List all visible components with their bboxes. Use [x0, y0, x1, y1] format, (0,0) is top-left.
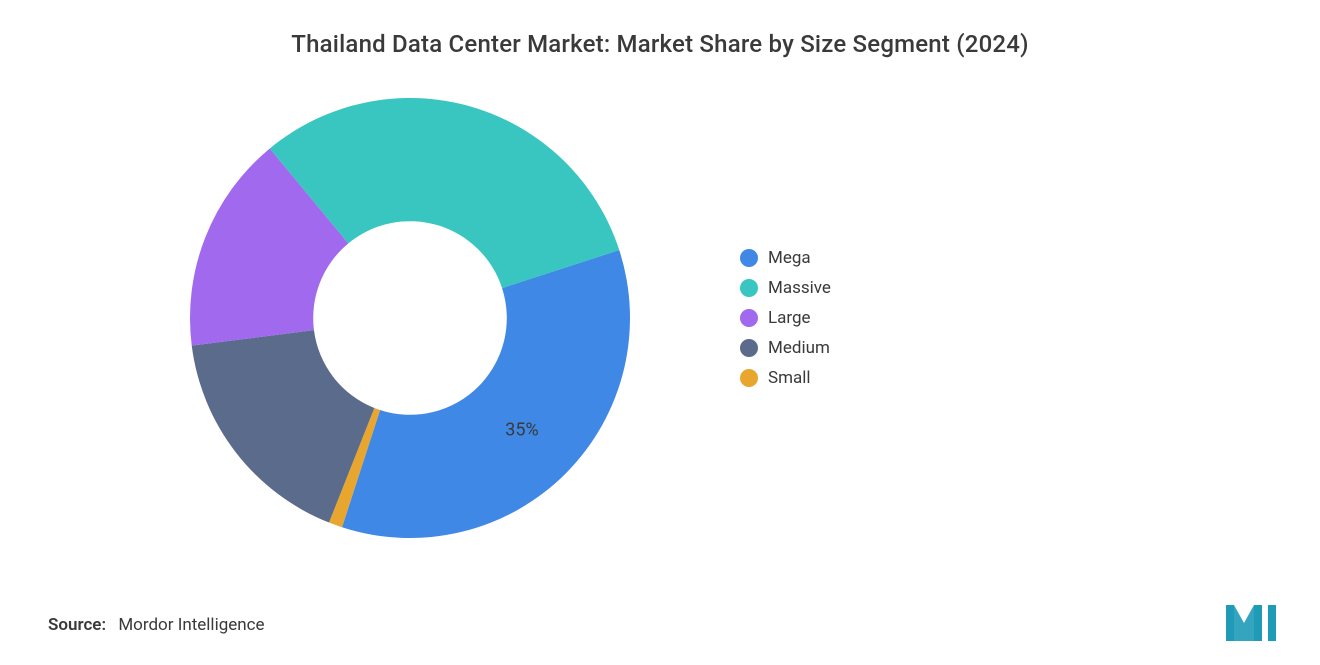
chart-container: Thailand Data Center Market: Market Shar… [0, 0, 1320, 665]
chart-title: Thailand Data Center Market: Market Shar… [40, 30, 1280, 58]
source-line: Source: Mordor Intelligence [48, 615, 265, 635]
source-label: Source: [48, 615, 106, 635]
legend-swatch-massive [740, 279, 758, 297]
legend-label-small: Small [768, 368, 811, 388]
legend-item-small: Small [740, 368, 831, 388]
legend-item-mega: Mega [740, 248, 831, 268]
legend-item-medium: Medium [740, 338, 831, 358]
legend: Mega Massive Large Medium Small [740, 248, 831, 388]
donut-chart: 35% [180, 88, 640, 548]
chart-row: 35% Mega Massive Large Medium Small [40, 88, 1280, 548]
brand-logo [1226, 599, 1282, 641]
brand-logo-svg [1226, 599, 1282, 641]
legend-label-mega: Mega [768, 248, 811, 268]
legend-swatch-large [740, 309, 758, 327]
donut-svg [180, 88, 640, 548]
legend-label-large: Large [768, 308, 811, 328]
legend-swatch-mega [740, 249, 758, 267]
legend-swatch-medium [740, 339, 758, 357]
donut-slice-mega [342, 250, 630, 538]
legend-item-large: Large [740, 308, 831, 328]
legend-label-massive: Massive [768, 278, 831, 298]
legend-label-medium: Medium [768, 338, 830, 358]
slice-label-mega: 35% [505, 420, 538, 441]
legend-swatch-small [740, 369, 758, 387]
legend-item-massive: Massive [740, 278, 831, 298]
source-text: Mordor Intelligence [118, 615, 264, 635]
